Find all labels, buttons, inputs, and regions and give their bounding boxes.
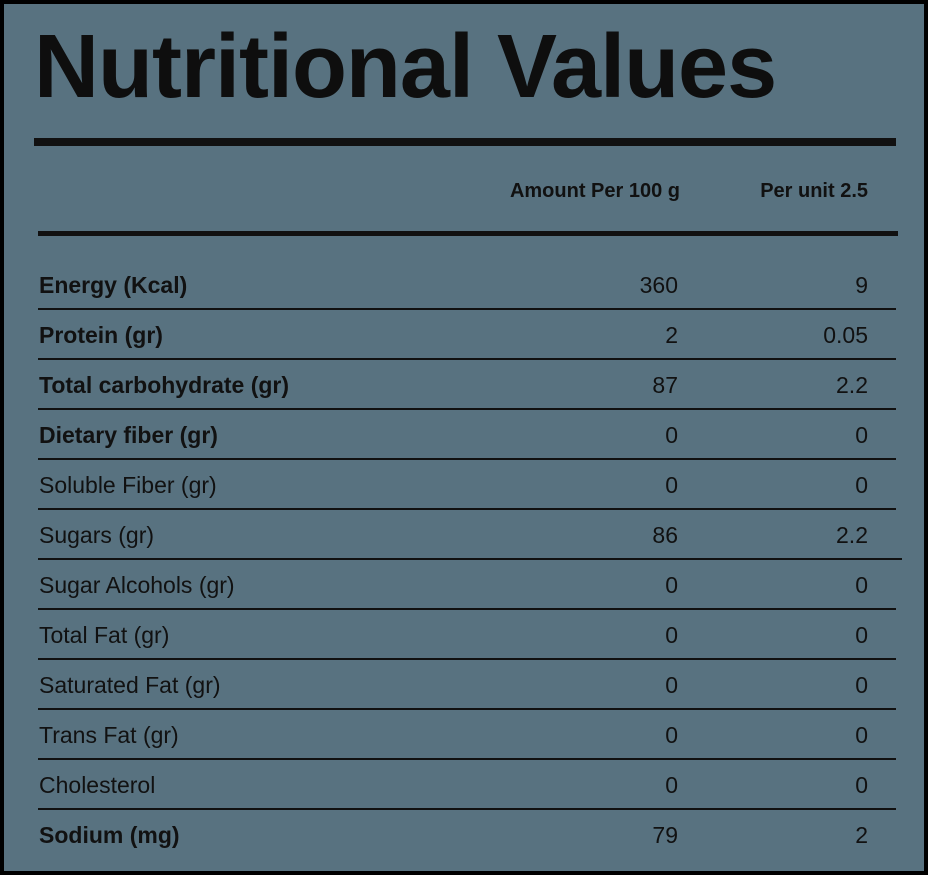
- value-per-100g: 0: [665, 772, 678, 798]
- row-divider: [38, 708, 896, 710]
- row-label: Cholesterol: [39, 772, 156, 798]
- value-per-100g: 0: [665, 672, 678, 698]
- row-label: Sugars (gr): [39, 522, 155, 548]
- row-label: Dietary fiber (gr): [39, 422, 218, 448]
- nutrition-panel: Nutritional Values Amount Per 100 g Per …: [4, 4, 924, 871]
- table-row: Cholesterol 0 0: [4, 760, 924, 810]
- row-divider: [38, 758, 896, 760]
- table-row: Sodium (mg) 79 2: [4, 810, 924, 860]
- row-divider: [38, 658, 896, 660]
- header-divider: [38, 231, 898, 236]
- table-row: Sugars (gr) 86 2.2: [4, 510, 924, 560]
- table-header: Amount Per 100 g Per unit 2.5: [4, 180, 924, 210]
- value-per-100g: 0: [665, 472, 678, 498]
- row-label: Energy (Kcal): [39, 272, 188, 298]
- value-per-100g: 360: [639, 272, 678, 298]
- value-per-100g: 0: [665, 722, 678, 748]
- table-row: Total carbohydrate (gr) 87 2.2: [4, 360, 924, 410]
- table-row: Energy (Kcal) 360 9: [4, 260, 924, 310]
- value-per-unit: 2.2: [836, 522, 868, 548]
- value-per-unit: 0.05: [823, 322, 868, 348]
- row-divider: [38, 558, 902, 560]
- table-row: Sugar Alcohols (gr) 0 0: [4, 560, 924, 610]
- table-row: Dietary fiber (gr) 0 0: [4, 410, 924, 460]
- row-divider: [38, 408, 896, 410]
- row-divider: [38, 608, 896, 610]
- value-per-unit: 2.2: [836, 372, 868, 398]
- title-divider: [34, 138, 896, 146]
- row-label: Soluble Fiber (gr): [39, 472, 217, 498]
- table-row: Protein (gr) 2 0.05: [4, 310, 924, 360]
- row-label: Saturated Fat (gr): [39, 672, 221, 698]
- row-label: Sugar Alcohols (gr): [39, 572, 235, 598]
- value-per-100g: 0: [665, 572, 678, 598]
- value-per-unit: 9: [855, 272, 868, 298]
- row-divider: [38, 308, 896, 310]
- value-per-unit: 0: [855, 422, 868, 448]
- table-row: Trans Fat (gr) 0 0: [4, 710, 924, 760]
- value-per-unit: 0: [855, 472, 868, 498]
- value-per-unit: 2: [855, 822, 868, 848]
- value-per-100g: 79: [652, 822, 678, 848]
- row-divider: [38, 458, 896, 460]
- row-label: Total Fat (gr): [39, 622, 170, 648]
- value-per-unit: 0: [855, 572, 868, 598]
- row-divider: [38, 808, 896, 810]
- row-label: Protein (gr): [39, 322, 163, 348]
- row-label: Trans Fat (gr): [39, 722, 179, 748]
- row-label: Sodium (mg): [39, 822, 180, 848]
- row-divider: [38, 358, 896, 360]
- nutrition-table: Energy (Kcal) 360 9 Protein (gr) 2 0.05 Total …: [4, 260, 924, 860]
- value-per-100g: 86: [652, 522, 678, 548]
- table-row: Total Fat (gr) 0 0: [4, 610, 924, 660]
- row-label: Total carbohydrate (gr): [39, 372, 290, 398]
- table-row: Soluble Fiber (gr) 0 0: [4, 460, 924, 510]
- value-per-unit: 0: [855, 722, 868, 748]
- table-row: Saturated Fat (gr) 0 0: [4, 660, 924, 710]
- value-per-100g: 2: [665, 322, 678, 348]
- value-per-unit: 0: [855, 622, 868, 648]
- value-per-100g: 0: [665, 422, 678, 448]
- column-header-per-unit: Per unit 2.5: [760, 180, 868, 202]
- column-header-per-100g: Amount Per 100 g: [509, 180, 680, 202]
- value-per-100g: 87: [652, 372, 678, 398]
- value-per-100g: 0: [665, 622, 678, 648]
- page-title: Nutritional Values: [34, 17, 777, 117]
- value-per-unit: 0: [855, 772, 868, 798]
- value-per-unit: 0: [855, 672, 868, 698]
- row-divider: [38, 508, 896, 510]
